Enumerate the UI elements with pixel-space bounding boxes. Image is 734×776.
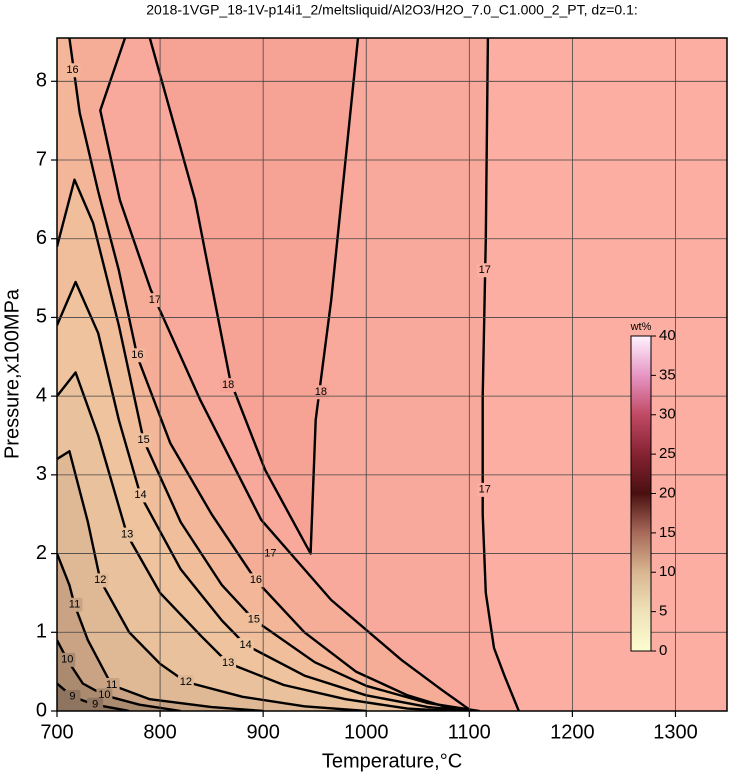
contour-line bbox=[57, 682, 130, 711]
contour-line bbox=[57, 553, 264, 711]
colorbar-tick-label: 0 bbox=[659, 642, 667, 659]
contour-label: 16 bbox=[131, 349, 143, 361]
contour-label-bg bbox=[476, 263, 493, 278]
contour-fill bbox=[482, 38, 727, 711]
colorbar-tick-label: 20 bbox=[659, 484, 676, 501]
contour-label-bg bbox=[87, 697, 104, 711]
y-tick-label: 7 bbox=[36, 148, 47, 170]
y-axis-label: Pressure,x100MPa bbox=[1, 288, 23, 459]
contour-line bbox=[57, 280, 470, 711]
contour-label-bg bbox=[247, 573, 264, 588]
contour-line bbox=[99, 38, 473, 711]
plot-frame bbox=[56, 37, 728, 712]
contour-label: 12 bbox=[94, 574, 106, 586]
x-axis-label: Temperature,°C bbox=[322, 750, 462, 772]
y-tick-label: 6 bbox=[36, 227, 47, 249]
contour-label-bg bbox=[64, 63, 81, 78]
contour-label-bg bbox=[177, 674, 194, 689]
contour-fill bbox=[149, 38, 358, 554]
contour-label-bg bbox=[64, 689, 81, 704]
contour-label: 14 bbox=[240, 639, 252, 651]
x-tick-label: 700 bbox=[40, 721, 73, 743]
colorbar-label: wt% bbox=[630, 321, 652, 333]
x-tick-label: 1200 bbox=[550, 721, 595, 743]
chart-title: 2018-1VGP_18-1V-p14i1_2/meltsliquid/Al2O… bbox=[146, 2, 638, 18]
colorbar-tick-label: 25 bbox=[659, 445, 676, 462]
contour-label-bg bbox=[312, 385, 329, 400]
contour-label-bg bbox=[135, 433, 152, 448]
contour-label: 10 bbox=[61, 654, 73, 666]
contour-line bbox=[57, 450, 367, 711]
contour-label-bg bbox=[245, 612, 262, 627]
y-tick-label: 1 bbox=[36, 621, 47, 643]
contour-label-bg bbox=[59, 652, 76, 667]
contour-label: 15 bbox=[248, 614, 260, 626]
contour-label: 16 bbox=[250, 574, 262, 586]
y-tick-label: 2 bbox=[36, 542, 47, 564]
contour-label-bg bbox=[146, 293, 163, 308]
y-tick-label: 3 bbox=[36, 463, 47, 485]
contour-fill bbox=[57, 372, 449, 711]
x-tick-label: 1000 bbox=[344, 721, 389, 743]
x-tick-label: 800 bbox=[143, 721, 176, 743]
colorbar-tick-label: 35 bbox=[659, 366, 676, 383]
x-tick-label: 1100 bbox=[448, 721, 491, 743]
contour-label: 11 bbox=[69, 599, 80, 611]
contour-fill bbox=[57, 640, 181, 711]
y-tick-label: 5 bbox=[36, 306, 47, 328]
contour-label: 17 bbox=[479, 264, 491, 276]
contour-line bbox=[68, 38, 460, 711]
contour-fill bbox=[57, 683, 130, 711]
contour-label-bg bbox=[237, 637, 254, 652]
contour-label: 18 bbox=[315, 386, 327, 398]
contour-label: 9 bbox=[69, 691, 75, 703]
colorbar-tick-label: 10 bbox=[659, 563, 676, 580]
colorbar bbox=[630, 335, 652, 652]
contour-label: 14 bbox=[134, 489, 146, 501]
contour-label-bg bbox=[66, 597, 83, 612]
colorbar-tick-label: 30 bbox=[659, 406, 676, 423]
colorbar-tick-label: 40 bbox=[659, 327, 676, 344]
contour-label: 15 bbox=[137, 434, 149, 446]
plot-area: 1818171717171616161515141413131212111110… bbox=[57, 38, 727, 711]
x-tick-label: 1300 bbox=[653, 721, 698, 743]
y-tick-label: 8 bbox=[36, 70, 47, 92]
colorbar-tick-label: 15 bbox=[659, 524, 676, 541]
contour-label: 11 bbox=[106, 679, 117, 691]
contour-label: 17 bbox=[479, 484, 491, 496]
x-tick-label: 900 bbox=[246, 721, 279, 743]
contour-label: 9 bbox=[92, 699, 98, 711]
contour-label: 17 bbox=[149, 294, 161, 306]
contour-label-bg bbox=[119, 527, 136, 542]
contour-label-bg bbox=[476, 482, 493, 497]
contour-label-bg bbox=[220, 655, 237, 670]
contour-label: 18 bbox=[222, 379, 234, 391]
contour-label-bg bbox=[220, 378, 237, 393]
y-tick-label: 4 bbox=[36, 384, 47, 406]
contour-label-bg bbox=[129, 348, 146, 363]
contour-fill bbox=[57, 451, 367, 711]
contour-label: 12 bbox=[180, 676, 192, 688]
contour-label: 13 bbox=[121, 529, 133, 541]
colorbar-tick-label: 5 bbox=[659, 603, 667, 620]
y-tick-label: 0 bbox=[36, 699, 47, 721]
contour-label: 13 bbox=[222, 657, 234, 669]
contour-line bbox=[148, 38, 360, 555]
contour-label: 16 bbox=[66, 64, 78, 76]
contour-label-bg bbox=[132, 488, 149, 503]
contour-label-bg bbox=[92, 573, 109, 588]
